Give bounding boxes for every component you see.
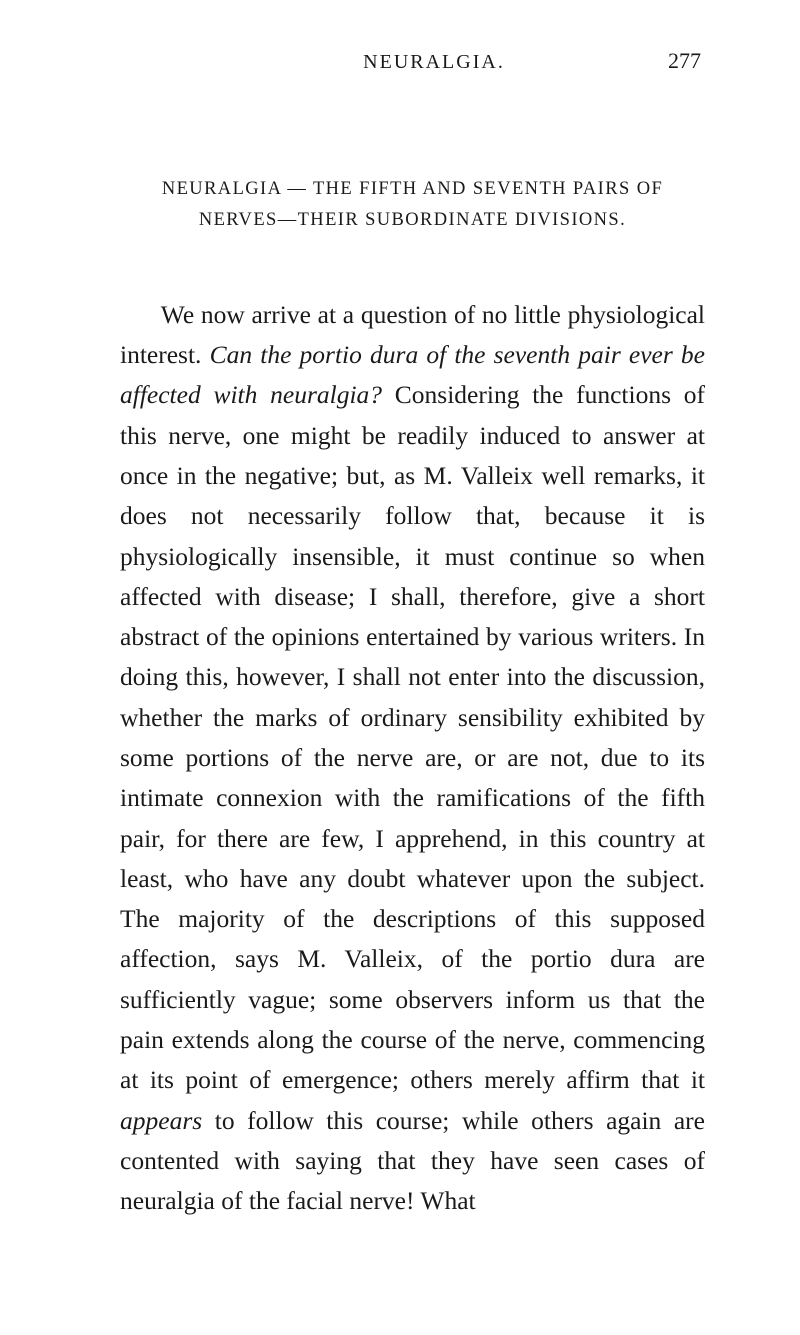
- body-text-run: to follow this course; while others agai…: [120, 1106, 705, 1216]
- page-number: 277: [668, 48, 701, 74]
- body-text-italic: appears: [120, 1106, 202, 1135]
- book-page: NEURALGIA. 277 NEURALGIA — THE FIFTH AND…: [0, 0, 800, 1335]
- body-text-run: Considering the functions of this nerve,…: [120, 380, 705, 1094]
- running-title: NEURALGIA.: [200, 51, 668, 74]
- chapter-heading: NEURALGIA — THE FIFTH AND SEVENTH PAIRS …: [124, 174, 701, 237]
- body-paragraph: We now arrive at a question of no little…: [120, 295, 705, 1221]
- running-head: NEURALGIA. 277: [120, 48, 705, 74]
